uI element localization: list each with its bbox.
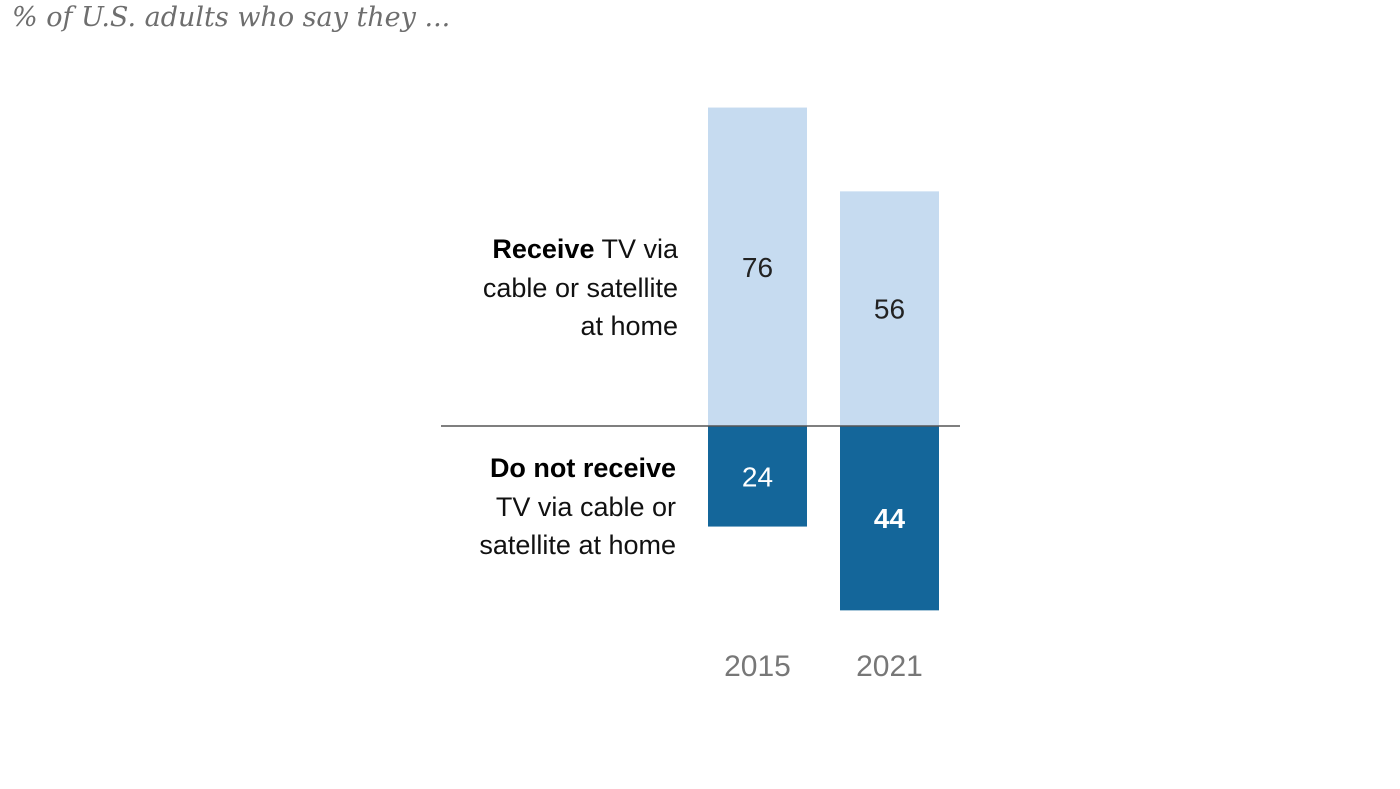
value-label-not-receive-2021: 44 bbox=[874, 503, 906, 534]
value-label-receive-2021: 56 bbox=[874, 294, 905, 325]
receive-label-bold: Receive bbox=[492, 234, 595, 264]
receive-row-label: Receive TV via cable or satellite at home bbox=[378, 230, 678, 346]
value-label-receive-2015: 76 bbox=[742, 252, 773, 283]
receive-label-line-2: cable or satellite bbox=[482, 272, 678, 303]
not-receive-label-line-1: TV via cable or bbox=[495, 491, 676, 522]
bar-receive-2021 bbox=[840, 191, 939, 426]
receive-label-line-1: TV via bbox=[594, 234, 678, 264]
receive-label-line-3: at home bbox=[580, 311, 678, 341]
bar-receive-2015 bbox=[708, 107, 807, 426]
chart-subtitle: % of U.S. adults who say they ... bbox=[12, 2, 451, 33]
not-receive-label-line-2: satellite at home bbox=[479, 530, 676, 560]
value-label-not-receive-2015: 24 bbox=[742, 461, 773, 492]
year-label-2015: 2015 bbox=[724, 650, 791, 683]
year-label-2021: 2021 bbox=[856, 650, 923, 683]
bar-not-receive-2015 bbox=[708, 426, 807, 527]
not-receive-row-label: Do not receive TV via cable or satellite a… bbox=[376, 449, 676, 565]
bar-not-receive-2021 bbox=[840, 426, 939, 611]
not-receive-label-bold: Do not receive bbox=[489, 453, 676, 483]
